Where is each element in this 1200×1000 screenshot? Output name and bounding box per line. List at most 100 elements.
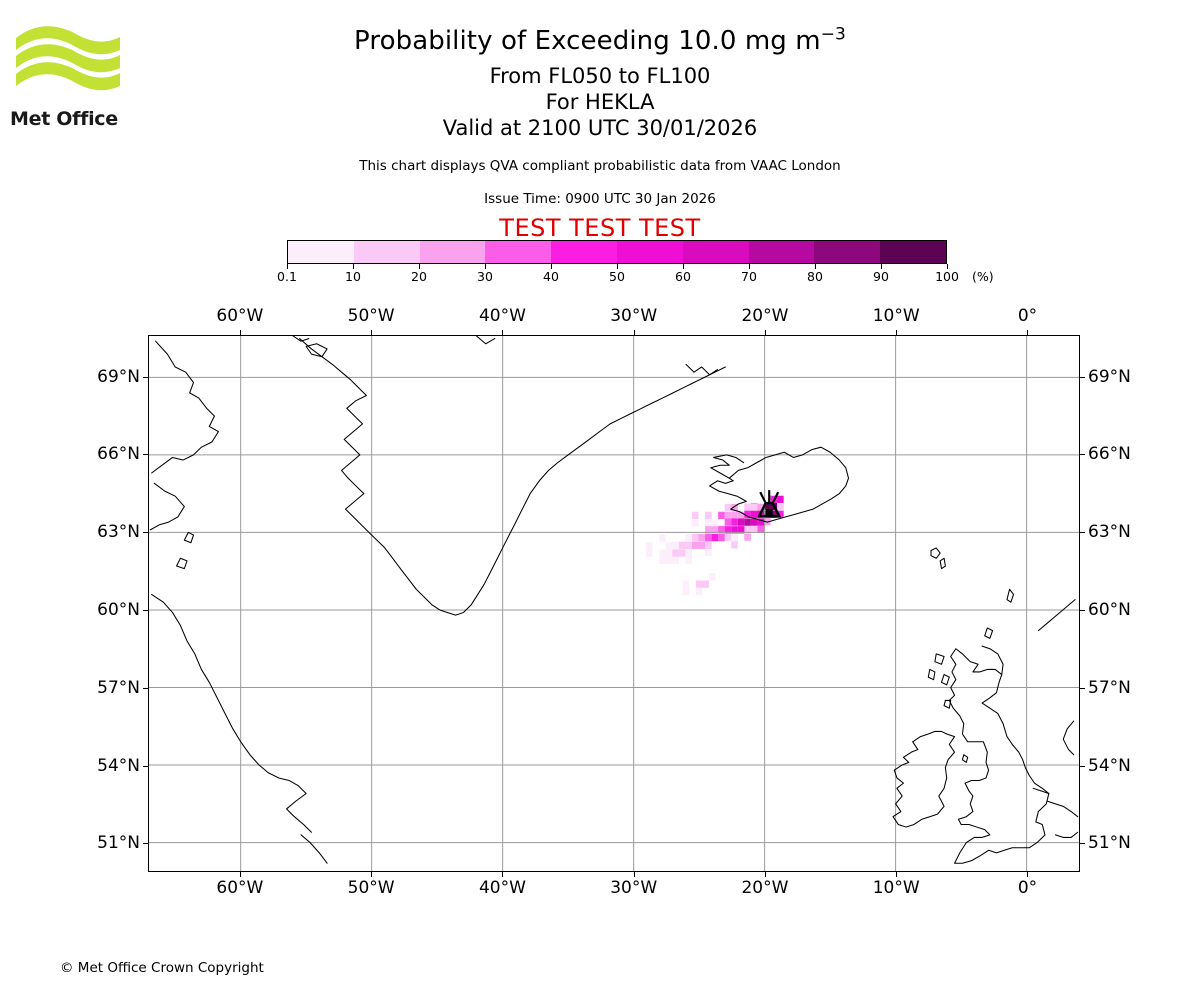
colorbar-tick-30 [485,264,486,269]
plume-cell [737,518,745,526]
plume-cell [682,580,690,588]
plume-cell [724,518,732,526]
plume-cell [731,518,738,526]
plume-cell [763,502,771,511]
colorbar-segment-6 [682,241,749,263]
plume-cell [777,503,784,511]
coastline-path [1054,831,1079,838]
axis-label-lat-left-2: 57°N [97,677,140,698]
valid-time-subtitle: Valid at 2100 UTC 30/01/2026 [442,116,758,140]
colorbar-tick-10 [353,264,354,269]
plume-cell [678,549,686,557]
coastline-path [151,593,312,833]
colorbar-segment-8 [814,241,881,263]
axis-label-lon-top-4: 20°W [741,306,789,326]
volcano-name-subtitle: For HEKLA [545,90,655,114]
colorbar-segment-3 [485,241,552,263]
page-title-text: Probability of Exceeding 10.0 mg m [354,26,821,56]
plume-cell [646,549,653,557]
axis-label-lon-bottom-1: 50°W [347,878,395,898]
coastline-path [1037,599,1076,632]
colorbar-tickmarks [287,264,948,270]
plume-cell [731,526,738,534]
plume-cell [691,533,699,542]
axis-label-lat-left-0: 51°N [97,833,140,854]
tickmark-lon-top-3 [633,330,635,335]
colorbar-tick-90 [881,264,882,269]
plume-cell [695,587,703,595]
plume-cell [691,511,699,519]
axis-label-lon-bottom-4: 20°W [741,878,789,898]
tickmark-lon-top-1 [371,330,373,335]
page-title-exponent: −3 [820,24,846,45]
colorbar-tick-labels: 0.1 10 20 30 40 50 60 70 80 90 100 [277,269,959,285]
coastline-path [948,645,1050,864]
tickmark-lat-right-0 [1080,843,1085,845]
plume-cell [702,580,709,588]
plume-cell [718,526,725,534]
axis-label-lat-left-3: 60°N [97,599,140,620]
map-plot-area[interactable] [148,335,1080,872]
colorbar-tick-label-30: 30 [477,269,493,284]
plume-cell [659,534,666,542]
axis-label-lat-left-1: 54°N [97,755,140,776]
axis-label-lat-right-3: 60°N [1088,599,1131,620]
plume-cell [659,556,666,564]
map-canvas [149,336,1079,871]
plume-cell [757,525,764,533]
coastline-path [292,336,310,342]
plume-cell [777,495,784,503]
axis-label-lat-right-6: 69°N [1088,366,1131,387]
plume-cell [711,533,719,542]
coastline-path [176,557,188,570]
tickmark-lon-bottom-1 [371,872,373,877]
tickmark-lat-left-0 [143,843,148,845]
plume-cell [737,511,745,519]
coastline-path [149,482,185,531]
tickmark-lat-left-1 [143,765,148,767]
tickmark-lon-bottom-6 [1027,872,1029,877]
plume-cell [750,503,758,511]
tickmark-lat-right-4 [1080,532,1085,534]
axis-label-lon-bottom-0: 60°W [216,878,264,898]
tickmark-lon-bottom-0 [239,872,241,877]
axis-label-lat-right-0: 51°N [1088,833,1131,854]
coastline-path [710,454,745,479]
probability-colorbar: 0.1 10 20 30 40 50 60 70 80 90 100 [277,240,959,284]
colorbar-tick-label-50: 50 [609,269,625,284]
colorbar-tick-60 [683,264,684,269]
tickmark-lat-left-6 [143,376,148,378]
plume-cell [737,526,745,534]
plume-cell [646,542,653,550]
qva-compliance-note: This chart displays QVA compliant probab… [359,158,841,174]
colorbar-segment-0 [288,241,354,263]
plume-cell [750,525,758,533]
met-office-logo-text: Met Office [10,108,118,130]
plume-cell [724,503,732,512]
colorbar-segment-5 [616,241,683,263]
colorbar-tick-label-70: 70 [741,269,757,284]
plume-cell [724,511,732,519]
page-title: Probability of Exceeding 10.0 mg m−3 [0,26,1200,56]
plume-cell [685,549,692,557]
coastline-path [892,730,956,828]
plume-cell [691,541,699,549]
coastline-path [299,338,726,616]
plume-cell [708,573,716,581]
axis-label-lat-right-1: 54°N [1088,755,1131,776]
colorbar-segment-9 [880,241,946,263]
plume-cell [665,542,673,550]
colorbar-tick-label-10: 10 [345,269,361,284]
plume-cell [695,580,703,588]
coastline-path [151,340,219,474]
plume-cell [750,518,758,526]
tickmark-lat-left-3 [143,609,148,611]
colorbar-segment-7 [748,241,815,263]
plume-cell [698,533,706,542]
plume-cell [757,518,764,526]
plume-cell [705,533,712,542]
test-banner: TEST TEST TEST [499,214,701,242]
tickmark-lat-left-5 [143,454,148,456]
colorbar-tick-label-100: 100 [935,269,959,284]
coastline-path [305,343,328,358]
